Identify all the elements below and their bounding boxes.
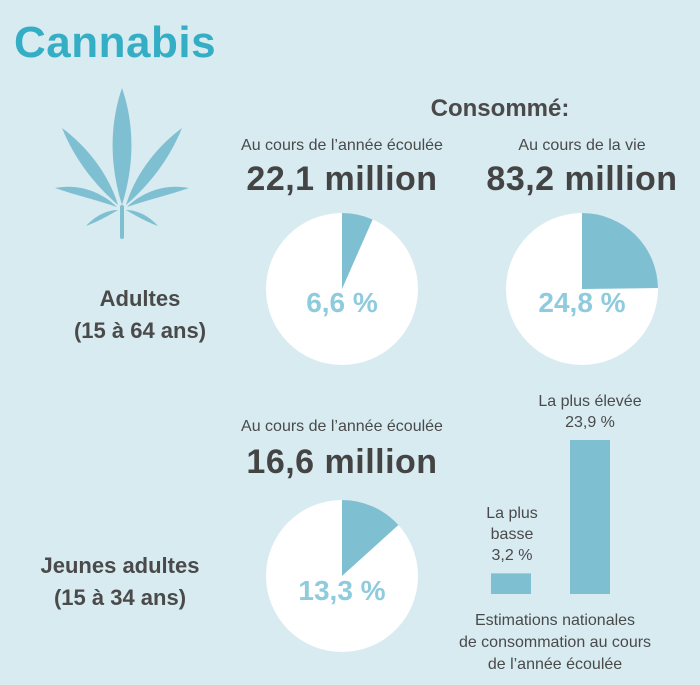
adults-label-line2: (15 à 64 ans) <box>73 318 207 343</box>
adults-past-year-value: 22,1 million <box>246 160 438 198</box>
adults-lifetime-pct: 24,8 % <box>538 287 626 318</box>
bar-lowest-label: La plus basse 3,2 % <box>462 503 562 566</box>
bar-highest-label: La plus élevée 23,9 % <box>520 391 660 433</box>
adults-lifetime-value: 83,2 million <box>486 160 678 198</box>
young-label-line2: (15 à 34 ans) <box>53 585 187 610</box>
adults-past-year-pie-slice <box>342 213 373 289</box>
lowest-label-line2: basse <box>490 526 534 543</box>
bar-highest <box>570 440 610 594</box>
adults-lifetime-label: Au cours de la vie <box>518 137 646 154</box>
consumed-heading: Consommé: <box>430 95 570 122</box>
lowest-value-text: 3,2 % <box>491 547 533 564</box>
lowest-label-line1: La plus <box>486 505 538 522</box>
young-past-year-pct: 13,3 % <box>298 575 386 606</box>
page-title: Cannabis <box>14 18 217 67</box>
adults-lifetime-pie-slice <box>582 213 658 289</box>
caption-line1: Estimations nationales <box>474 612 636 629</box>
young-past-year-value: 16,6 million <box>246 443 438 481</box>
young-past-year-label: Au cours de l’année écoulée <box>241 418 443 435</box>
caption-line3: de l’année écoulée <box>487 656 623 673</box>
adults-past-year-label: Au cours de l’année écoulée <box>241 137 443 154</box>
adults-label-line1: Adultes <box>99 286 181 311</box>
adults-group-label: Adultes (15 à 64 ans) <box>20 283 260 347</box>
young-label-line1: Jeunes adultes <box>40 553 200 578</box>
adults-past-year-pct: 6,6 % <box>306 287 378 318</box>
highest-label-text: La plus élevée <box>538 393 642 410</box>
bar-lowest <box>491 573 531 594</box>
bar-caption: Estimations nationales de consommation a… <box>430 610 680 676</box>
young-adults-group-label: Jeunes adultes (15 à 34 ans) <box>0 550 240 614</box>
young-past-year-pie-slice <box>342 500 399 576</box>
caption-line2: de consommation au cours <box>458 634 652 651</box>
highest-value-text: 23,9 % <box>565 414 615 431</box>
